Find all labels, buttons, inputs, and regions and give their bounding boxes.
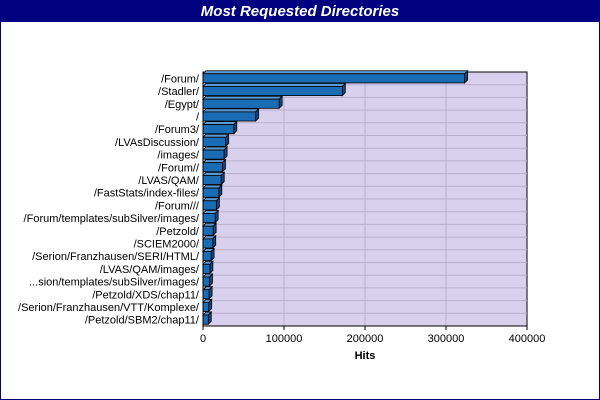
category-label: / [196, 111, 200, 123]
category-label: /images/ [157, 150, 200, 162]
bar [202, 196, 221, 211]
bars [202, 69, 469, 326]
category-label: /LVAsDiscussion/ [115, 137, 200, 149]
bar [202, 247, 216, 262]
bar [202, 298, 213, 313]
category-label: /LVAS/QAM/images/ [100, 264, 200, 276]
x-tick-label: 300000 [428, 333, 465, 345]
bar [202, 133, 230, 148]
x-tick-labels: 0 100000 200000 300000 400000 [200, 333, 545, 345]
bar [202, 146, 229, 161]
bar [202, 285, 214, 300]
category-label: /Petzold/XDS/chap11/ [92, 289, 200, 301]
bar [202, 82, 347, 97]
category-label: /Forum// [158, 162, 200, 174]
category-label: /Forum/ [161, 73, 200, 85]
bar [202, 222, 218, 237]
category-label: /Serion/Franzhausen/VTT/Komplexe/ [18, 302, 200, 314]
category-label: ...sion/templates/subSilver/images/ [29, 277, 200, 289]
category-label: /FastStats/index-files/ [94, 188, 200, 200]
category-label: /Petzold/SBM2/chap11/ [85, 315, 200, 327]
bar [202, 158, 227, 173]
bar [202, 273, 214, 288]
x-tick-label: 100000 [266, 333, 303, 345]
x-axis-title: Hits [355, 350, 376, 362]
x-tick-label: 200000 [347, 333, 384, 345]
category-label: /Stadler/ [158, 86, 200, 98]
bar [202, 69, 469, 84]
chart-title: Most Requested Directories [1, 1, 599, 22]
bar [202, 171, 226, 186]
category-label: /Forum/// [155, 200, 200, 212]
category-label: /LVAS/QAM/ [138, 175, 200, 187]
category-label: /Petzold/ [156, 226, 200, 238]
category-label: /SCIEM2000/ [134, 238, 200, 250]
category-label: /Egypt/ [165, 99, 200, 111]
bar [202, 260, 214, 275]
bar [202, 107, 260, 122]
bar [202, 120, 238, 135]
category-label: /Forum3/ [155, 124, 200, 136]
grid-lines [203, 72, 527, 326]
category-labels: /Forum//Stadler//Egypt///Forum3//LVAsDis… [18, 73, 200, 326]
bar [202, 311, 213, 326]
x-tick-label: 0 [200, 333, 206, 345]
bar [202, 234, 217, 249]
bar [202, 95, 284, 110]
x-tick-label: 400000 [509, 333, 546, 345]
bar [202, 184, 223, 199]
axes [202, 72, 528, 330]
category-label: /Forum/templates/subSilver/images/ [24, 213, 200, 225]
bar [202, 209, 220, 224]
category-label: /Serion/Franzhausen/SERI/HTML/ [32, 251, 200, 263]
